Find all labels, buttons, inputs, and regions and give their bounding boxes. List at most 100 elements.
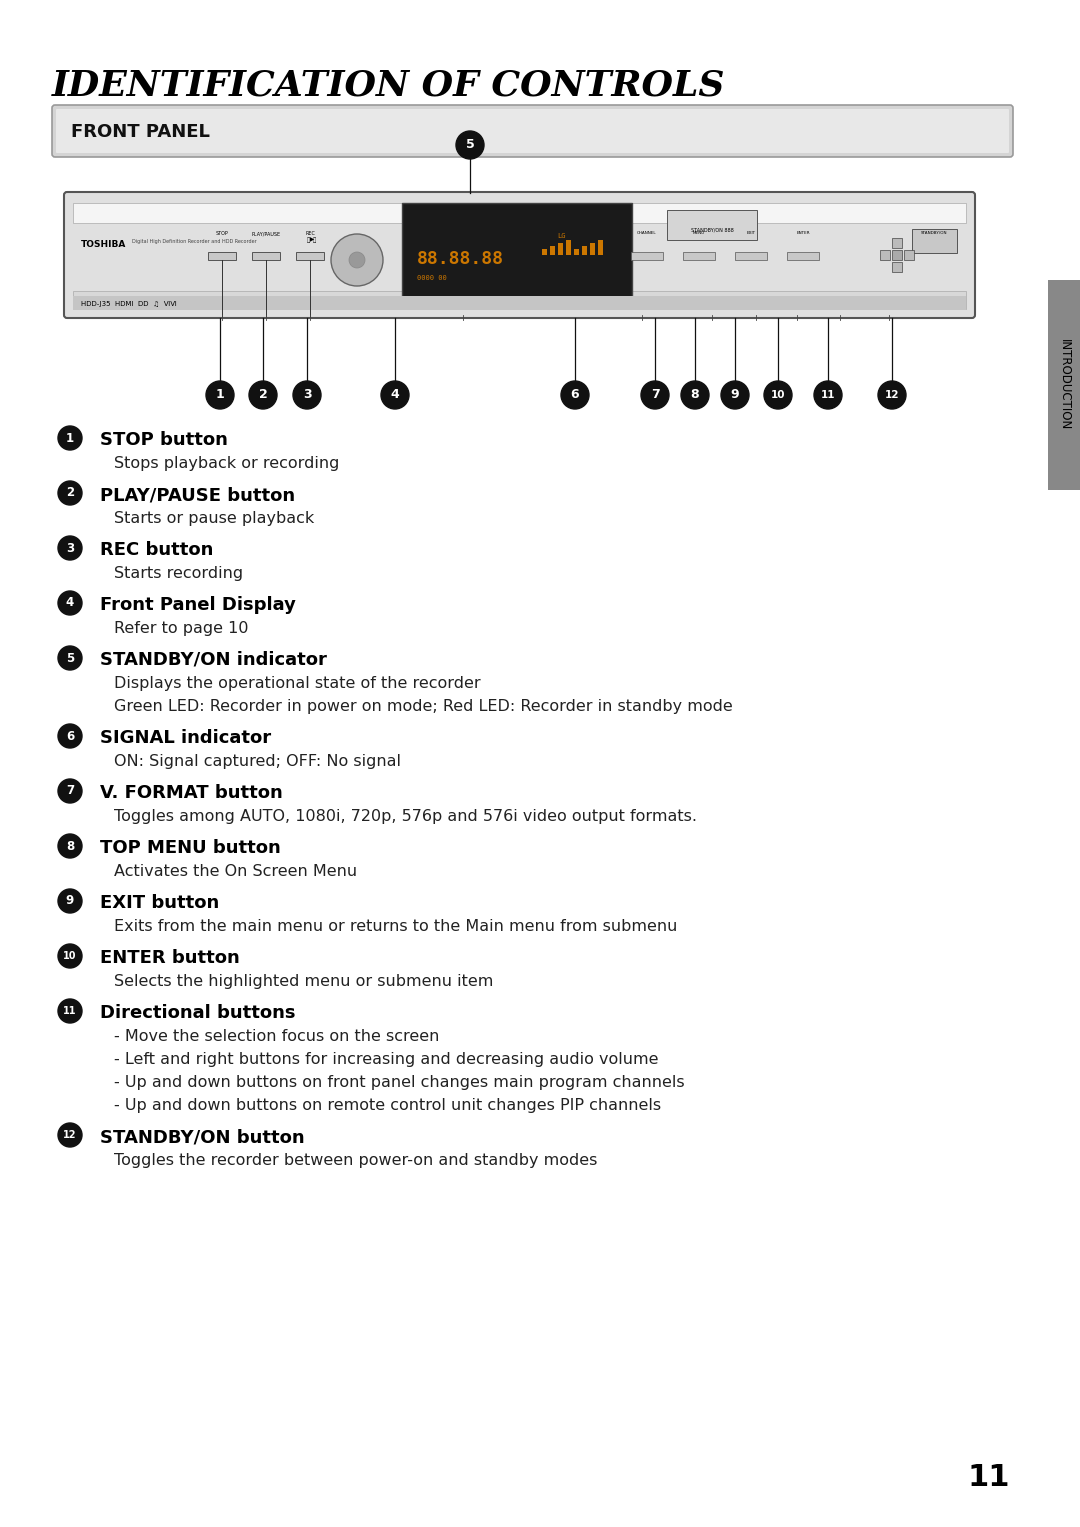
Text: REC: REC <box>305 231 315 237</box>
Text: TOP MENU button: TOP MENU button <box>100 838 281 857</box>
Bar <box>73 203 966 223</box>
Bar <box>667 211 757 240</box>
Text: STOP button: STOP button <box>100 431 228 449</box>
Bar <box>631 252 663 260</box>
Text: ▶: ▶ <box>310 237 314 241</box>
Text: STANDBY/ON indicator: STANDBY/ON indicator <box>100 651 327 669</box>
Text: Digital High Definition Recorder and HDD Recorder: Digital High Definition Recorder and HDD… <box>132 240 257 244</box>
FancyBboxPatch shape <box>64 192 975 318</box>
Text: REC button: REC button <box>100 541 214 559</box>
Text: Displays the operational state of the recorder: Displays the operational state of the re… <box>114 676 481 692</box>
Circle shape <box>58 646 82 670</box>
Text: HDD-J35  HDMI  DD  ♫  ⅥⅥ: HDD-J35 HDMI DD ♫ ⅥⅥ <box>81 301 177 307</box>
Circle shape <box>349 252 365 269</box>
Text: Front Panel Display: Front Panel Display <box>100 596 296 614</box>
Circle shape <box>642 382 669 409</box>
Bar <box>598 240 603 255</box>
Circle shape <box>878 382 906 409</box>
Text: 5: 5 <box>66 652 75 664</box>
Circle shape <box>58 999 82 1023</box>
Circle shape <box>206 382 234 409</box>
Circle shape <box>58 889 82 913</box>
Text: ENTER button: ENTER button <box>100 948 240 967</box>
Circle shape <box>58 834 82 858</box>
Bar <box>73 292 966 308</box>
Bar <box>735 252 767 260</box>
Text: Selects the highlighted menu or submenu item: Selects the highlighted menu or submenu … <box>114 974 494 989</box>
Text: ENTER: ENTER <box>796 231 810 235</box>
Text: Toggles among AUTO, 1080i, 720p, 576p and 576i video output formats.: Toggles among AUTO, 1080i, 720p, 576p an… <box>114 809 697 825</box>
Circle shape <box>293 382 321 409</box>
Text: - Up and down buttons on front panel changes main program channels: - Up and down buttons on front panel cha… <box>114 1075 685 1090</box>
Text: STANDBY/ON button: STANDBY/ON button <box>100 1128 305 1145</box>
Circle shape <box>721 382 750 409</box>
Circle shape <box>58 1122 82 1147</box>
Circle shape <box>381 382 409 409</box>
Text: STOP: STOP <box>216 231 228 237</box>
Text: ⏩: ⏩ <box>313 237 316 243</box>
Bar <box>892 238 902 247</box>
Text: Starts or pause playback: Starts or pause playback <box>114 512 314 525</box>
Text: 4: 4 <box>391 388 400 402</box>
Text: 2: 2 <box>258 388 268 402</box>
Circle shape <box>58 536 82 560</box>
Bar <box>566 240 571 255</box>
Bar <box>573 249 579 255</box>
Circle shape <box>58 724 82 748</box>
Text: LG: LG <box>557 234 566 240</box>
Circle shape <box>814 382 842 409</box>
Circle shape <box>330 234 383 286</box>
Text: V. FORMAT button: V. FORMAT button <box>100 783 283 802</box>
Text: ⏯: ⏯ <box>307 237 310 243</box>
Text: EXIT button: EXIT button <box>100 893 219 912</box>
Text: TOSHIBA: TOSHIBA <box>81 240 126 249</box>
Text: Refer to page 10: Refer to page 10 <box>114 621 248 637</box>
Text: Directional buttons: Directional buttons <box>100 1003 296 1022</box>
Text: ON: Signal captured; OFF: No signal: ON: Signal captured; OFF: No signal <box>114 754 401 770</box>
Text: 3: 3 <box>302 388 311 402</box>
Text: 6: 6 <box>66 730 75 742</box>
Circle shape <box>58 426 82 450</box>
Bar <box>542 249 546 255</box>
Circle shape <box>764 382 792 409</box>
Text: 0000 00: 0000 00 <box>417 275 447 281</box>
Text: 11: 11 <box>64 1006 77 1015</box>
Bar <box>1048 279 1080 490</box>
Text: 7: 7 <box>650 388 660 402</box>
Text: - Move the selection focus on the screen: - Move the selection focus on the screen <box>114 1029 440 1044</box>
Text: Exits from the main menu or returns to the Main menu from submenu: Exits from the main menu or returns to t… <box>114 919 677 935</box>
Bar <box>402 203 632 307</box>
Text: - Left and right buttons for increasing and decreasing audio volume: - Left and right buttons for increasing … <box>114 1052 659 1067</box>
Bar <box>892 263 902 272</box>
Text: STANDBY/ON 888: STANDBY/ON 888 <box>690 228 733 234</box>
Text: 2: 2 <box>66 487 75 499</box>
Bar <box>208 252 237 260</box>
Text: Green LED: Recorder in power on mode; Red LED: Recorder in standby mode: Green LED: Recorder in power on mode; Re… <box>114 699 732 715</box>
Text: 9: 9 <box>66 895 75 907</box>
Text: 11: 11 <box>968 1463 1010 1492</box>
FancyBboxPatch shape <box>52 105 1013 157</box>
Text: 8: 8 <box>66 840 75 852</box>
Bar <box>892 250 902 260</box>
Bar <box>73 296 966 310</box>
Text: Toggles the recorder between power-on and standby modes: Toggles the recorder between power-on an… <box>114 1153 597 1168</box>
Circle shape <box>561 382 589 409</box>
Text: SIGNAL indicator: SIGNAL indicator <box>100 728 271 747</box>
Text: - Up and down buttons on remote control unit changes PIP channels: - Up and down buttons on remote control … <box>114 1098 661 1113</box>
Text: 1: 1 <box>66 432 75 444</box>
Text: Stops playback or recording: Stops playback or recording <box>114 457 339 470</box>
Text: 3: 3 <box>66 542 75 554</box>
Text: EXIT: EXIT <box>746 231 756 235</box>
Text: Starts recording: Starts recording <box>114 567 243 580</box>
Circle shape <box>681 382 708 409</box>
Text: Activates the On Screen Menu: Activates the On Screen Menu <box>114 864 357 880</box>
Text: STANDBY/ON: STANDBY/ON <box>921 231 947 235</box>
Text: MENU: MENU <box>693 231 705 235</box>
Bar <box>582 246 588 255</box>
Text: CHANNEL: CHANNEL <box>637 231 657 235</box>
Circle shape <box>456 131 484 159</box>
Text: 4: 4 <box>66 597 75 609</box>
Bar <box>558 243 563 255</box>
Circle shape <box>249 382 276 409</box>
Bar <box>252 252 280 260</box>
